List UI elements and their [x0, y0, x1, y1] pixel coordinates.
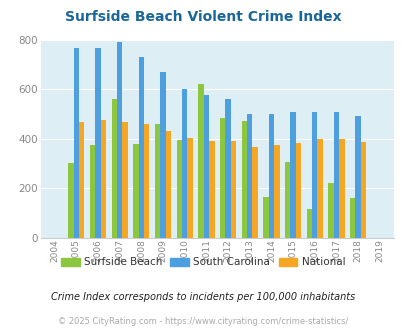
- Bar: [181, 89, 187, 238]
- Bar: [349, 199, 354, 238]
- Legend: Surfside Beach, South Carolina, National: Surfside Beach, South Carolina, National: [58, 254, 347, 271]
- Bar: [295, 143, 301, 238]
- Bar: [317, 139, 322, 238]
- Bar: [252, 147, 257, 238]
- Bar: [354, 116, 360, 238]
- Bar: [220, 117, 225, 238]
- Bar: [187, 138, 192, 238]
- Bar: [360, 142, 365, 238]
- Bar: [144, 124, 149, 238]
- Bar: [95, 48, 100, 238]
- Bar: [225, 99, 230, 238]
- Bar: [122, 121, 128, 238]
- Bar: [268, 114, 273, 238]
- Bar: [284, 162, 290, 238]
- Bar: [333, 112, 338, 238]
- Bar: [230, 141, 236, 238]
- Bar: [73, 48, 79, 238]
- Bar: [203, 95, 209, 238]
- Bar: [68, 163, 73, 238]
- Bar: [155, 124, 160, 238]
- Bar: [311, 112, 317, 238]
- Bar: [90, 145, 95, 238]
- Bar: [273, 145, 279, 238]
- Bar: [176, 140, 181, 238]
- Bar: [306, 209, 311, 238]
- Bar: [262, 197, 268, 238]
- Bar: [79, 122, 84, 238]
- Bar: [165, 131, 171, 238]
- Bar: [111, 99, 117, 238]
- Bar: [160, 72, 165, 238]
- Text: © 2025 CityRating.com - https://www.cityrating.com/crime-statistics/: © 2025 CityRating.com - https://www.city…: [58, 317, 347, 326]
- Bar: [209, 141, 214, 238]
- Bar: [241, 121, 246, 238]
- Text: Surfside Beach Violent Crime Index: Surfside Beach Violent Crime Index: [64, 10, 341, 24]
- Text: Crime Index corresponds to incidents per 100,000 inhabitants: Crime Index corresponds to incidents per…: [51, 292, 354, 302]
- Bar: [328, 183, 333, 238]
- Bar: [198, 84, 203, 238]
- Bar: [139, 57, 144, 238]
- Bar: [117, 42, 122, 238]
- Bar: [246, 115, 252, 238]
- Bar: [338, 139, 344, 238]
- Bar: [290, 112, 295, 238]
- Bar: [133, 144, 139, 238]
- Bar: [100, 119, 106, 238]
